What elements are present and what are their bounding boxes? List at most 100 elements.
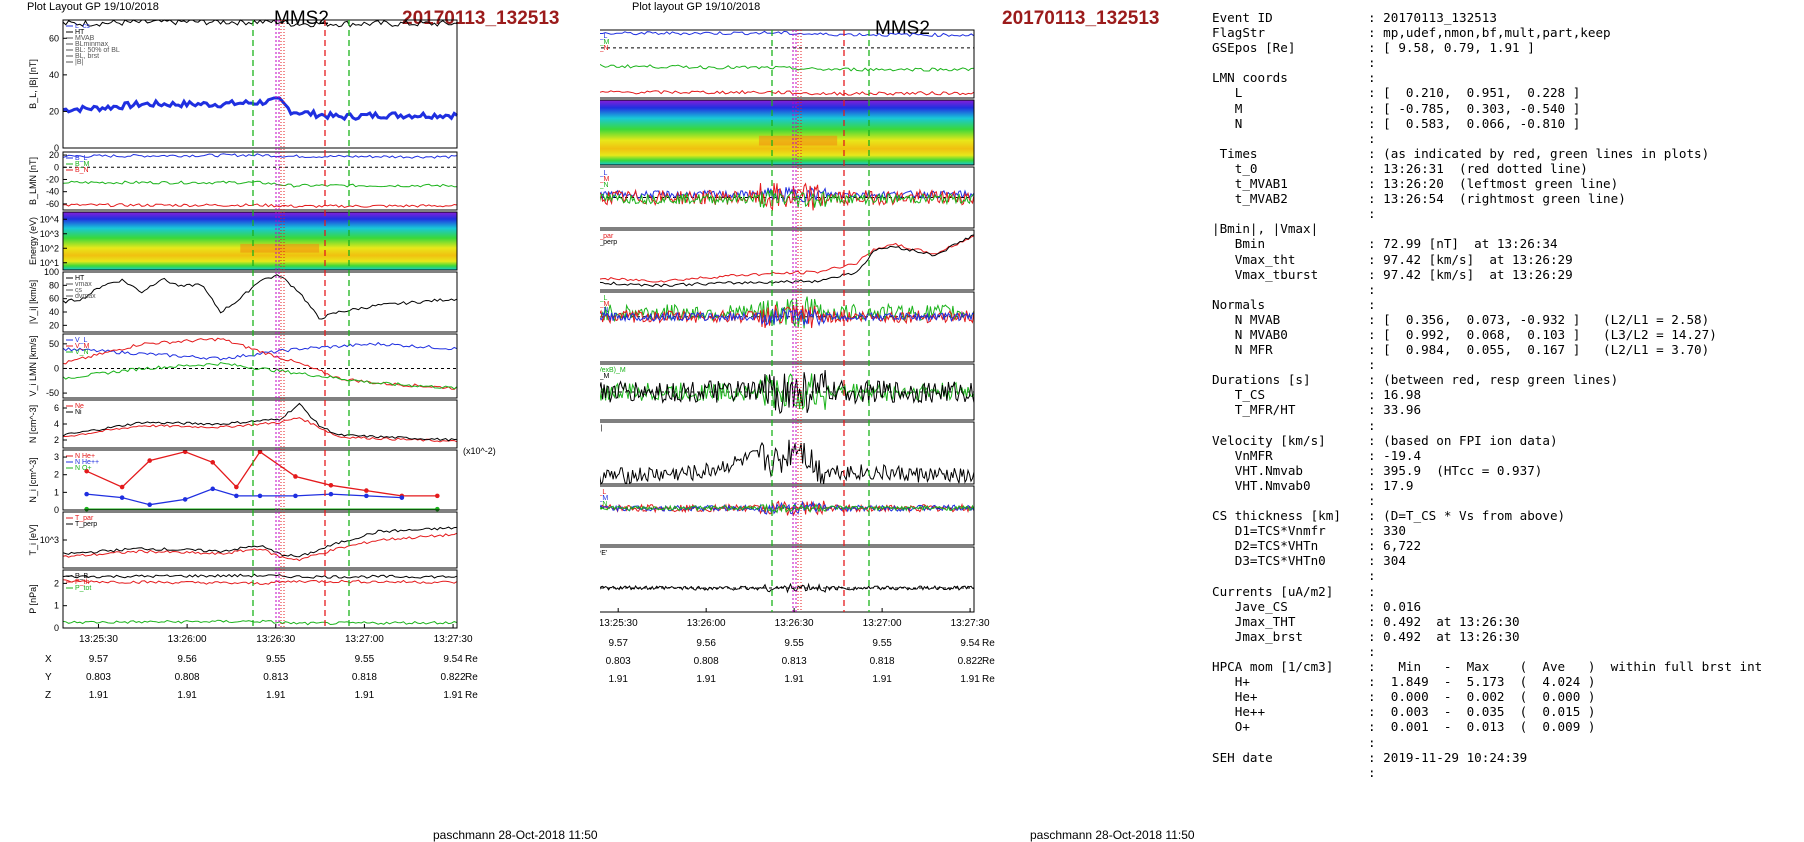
panel-frame	[600, 166, 975, 229]
info-value: : 16.98	[1368, 387, 1422, 403]
info-value: :	[1368, 568, 1376, 584]
ephem-label-x: X	[45, 654, 52, 665]
panel-L5: V_LV_MV_N -50 0 50 V_i LMN [km/s]	[28, 333, 458, 399]
series-t-par	[600, 235, 975, 283]
info-key: GSEpos [Re]	[1212, 40, 1296, 56]
info-key: FlagStr	[1212, 25, 1266, 41]
legend-entry: B_L	[600, 33, 608, 40]
data-point	[435, 506, 440, 512]
panel-R8: J_LJ_MJ_N-0.4-0.20.00.2J [uA m^-2]	[600, 485, 975, 546]
info-row: :	[1212, 418, 1802, 433]
legend-entry: E_M	[600, 301, 610, 308]
left-event-title: 20170113_132513	[402, 8, 560, 29]
legend-entry: dvmax	[75, 293, 96, 300]
legend-entry: N He++	[75, 459, 99, 466]
ephem-value: 9.56	[696, 638, 716, 649]
ephem-value: 1.91	[89, 690, 109, 701]
y-tick-label: 20	[49, 106, 59, 116]
info-key: He+	[1212, 689, 1258, 705]
info-key: Times	[1212, 145, 1258, 161]
series-ni	[62, 402, 458, 442]
legend-entry: B_M	[600, 39, 610, 46]
info-key: Vmax_tburst	[1212, 266, 1319, 282]
series-b-l	[62, 96, 458, 122]
y-tick-label: 40	[49, 307, 59, 317]
y-tick-label: 2	[54, 578, 59, 588]
info-key: t_MVAB2	[1212, 191, 1288, 207]
series--v-i-	[62, 274, 458, 320]
info-row: D3=TCS*VHTn0: 304	[1212, 553, 1802, 568]
data-point	[257, 493, 263, 499]
y-tick-label: 2	[54, 435, 59, 445]
ephem-value: 1.91	[608, 674, 628, 685]
panel-R6: (VexB)_ME_M-10010E_M [mV m^-2]	[600, 363, 975, 421]
ephem-unit: Re	[982, 656, 995, 667]
info-key: N MFR	[1212, 342, 1273, 358]
info-row: :	[1212, 357, 1802, 372]
ephem-value: 9.55	[266, 654, 286, 665]
info-key	[1212, 418, 1368, 433]
legend-entry: L_cs	[75, 23, 90, 30]
info-value: : (based on FPI ion data)	[1368, 432, 1558, 448]
ephem-value: 0.813	[263, 672, 288, 683]
legend-entry: N O+	[75, 465, 92, 472]
data-point	[84, 468, 89, 474]
info-key: Durations [s]	[1212, 372, 1311, 388]
y-axis-label: N [cm^-3]	[28, 405, 38, 443]
panel-frame	[600, 229, 975, 291]
info-key: VHT.Nmvab0	[1212, 477, 1311, 493]
panel-frame	[62, 333, 458, 399]
info-row: Jmax_brst: 0.492 at 13:26:30	[1212, 629, 1802, 644]
series-b-m	[62, 180, 458, 188]
data-point	[293, 493, 298, 499]
info-value: : 2019-11-29 10:24:39	[1368, 749, 1528, 765]
legend-entry: P_tot	[75, 585, 91, 592]
info-row: HPCA mom [1/cm3]: Min - Max ( Ave ) with…	[1212, 659, 1802, 674]
info-row: N: [ 0.583, 0.066, -0.810 ]	[1212, 116, 1802, 131]
info-key	[1212, 357, 1368, 372]
panel-frame	[600, 485, 975, 546]
series--b-	[62, 19, 458, 28]
ephem-value: 9.55	[872, 638, 892, 649]
info-value: : [ 0.210, 0.951, 0.228 ]	[1368, 85, 1581, 101]
info-value: : [ 9.58, 0.79, 1.91 ]	[1368, 40, 1535, 56]
info-row: VHT.Nmvab0: 17.9	[1212, 478, 1802, 493]
info-value: : 13:26:54 (rightmost green line)	[1368, 191, 1626, 207]
info-row: D1=TCS*Vnmfr: 330	[1212, 523, 1802, 538]
data-point	[293, 474, 298, 479]
ephem-unit: Re	[465, 690, 478, 701]
info-value: :	[1368, 734, 1376, 750]
data-point	[328, 491, 334, 497]
data-point	[234, 493, 239, 499]
y-tick-label: -60	[46, 199, 59, 209]
info-value: : -19.4	[1368, 447, 1422, 463]
time-tick-label: 13:26:30	[256, 634, 295, 645]
info-value: : [ 0.356, 0.073, -0.932 ] (L2/L1 = 2.58…	[1368, 311, 1710, 327]
legend-entry: Ni	[75, 409, 82, 416]
series-v-n	[600, 189, 975, 208]
ephem-unit: Re	[982, 674, 995, 685]
info-row: :	[1212, 735, 1802, 750]
ephem-value: 1.91	[266, 690, 286, 701]
legend-entry: B_L	[75, 155, 88, 162]
info-value: : Min - Max ( Ave ) within full brst int	[1368, 659, 1763, 675]
panel-R7: |J|0.10.20.30.4|J| [uA m^-2]	[600, 421, 975, 486]
info-value: : 0.492 at 13:26:30	[1368, 628, 1520, 644]
info-row: VnMFR: -19.4	[1212, 448, 1802, 463]
info-key: D1=TCS*Vnmfr	[1212, 523, 1326, 539]
series-e-m	[600, 373, 975, 411]
panel-frame	[62, 19, 458, 149]
info-value: : 0.492 at 13:26:30	[1368, 613, 1520, 629]
panel-frame	[62, 569, 458, 629]
info-row: L: [ 0.210, 0.951, 0.228 ]	[1212, 85, 1802, 100]
y-tick-label: 0	[54, 623, 59, 633]
info-key: Jave_CS	[1212, 598, 1288, 614]
info-row: Vmax_tburst: 97.42 [km/s] at 13:26:29	[1212, 267, 1802, 282]
y-tick-label: 100	[44, 267, 59, 277]
legend-entry: J_M	[600, 495, 608, 502]
series-t-perp	[600, 234, 975, 288]
legend-entry: T_par	[600, 233, 614, 240]
series-b-n	[600, 89, 975, 96]
